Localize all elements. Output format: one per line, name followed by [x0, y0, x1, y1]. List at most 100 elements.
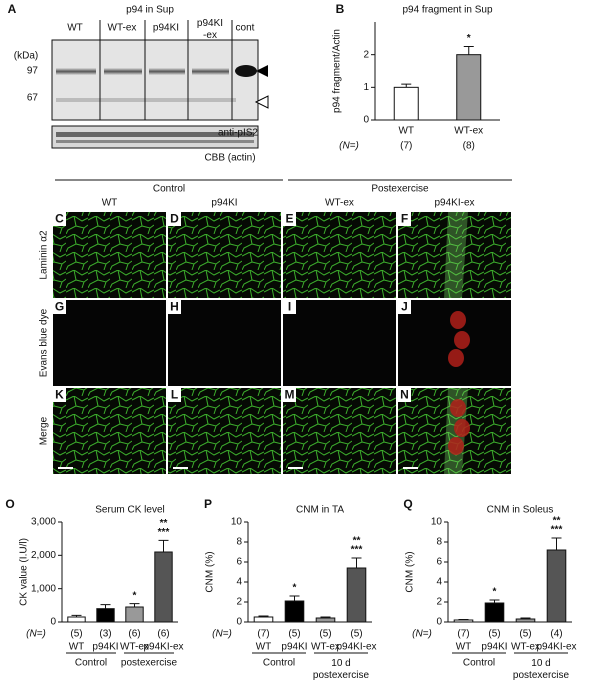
group-label: Control — [263, 658, 295, 669]
n-label: (N=) — [212, 629, 232, 640]
bar — [456, 54, 482, 121]
y-tick-label: 2 — [363, 49, 369, 60]
n-label: (N=) — [26, 629, 46, 640]
n-value: (4) — [550, 629, 562, 640]
row-label: Evans blue dye — [39, 308, 50, 377]
error-bar — [458, 619, 469, 620]
y-tick-label: 0 — [436, 617, 442, 628]
panel-letter: C — [55, 212, 64, 226]
letter-box — [398, 388, 411, 402]
bar — [67, 616, 86, 623]
panel-letter: G — [55, 300, 64, 314]
x-tick-label: WT-ex — [311, 642, 340, 653]
y-tick-label: 10 — [431, 517, 443, 528]
dye-area — [454, 331, 470, 349]
y-tick-label: 0 — [363, 115, 369, 126]
y-tick-label: 6 — [436, 557, 442, 568]
panel-letter: N — [400, 388, 409, 402]
micrograph — [283, 212, 396, 298]
micrograph — [53, 300, 166, 386]
n-value: (6) — [157, 629, 169, 640]
error-bar — [489, 599, 500, 603]
error-bar — [129, 603, 140, 607]
lane-label: WT — [67, 23, 83, 34]
dye-area — [448, 437, 464, 455]
panel-letter: K — [55, 388, 64, 402]
x-tick-label: p94KI-ex — [336, 642, 376, 653]
dye-area — [450, 311, 466, 329]
bar — [484, 602, 505, 623]
significance: *** — [158, 527, 170, 538]
panel-letter: Q — [403, 497, 412, 511]
significance: *** — [351, 545, 363, 556]
bar — [96, 608, 115, 623]
x-tick-label: WT-ex — [120, 642, 149, 653]
chart-title: p94 fragment in Sup — [402, 5, 492, 16]
bar — [515, 618, 536, 623]
marker-label: 97 — [27, 66, 39, 77]
y-tick-label: 8 — [436, 537, 442, 548]
panel-letter: D — [170, 212, 179, 226]
y-tick-label: 1 — [363, 82, 369, 93]
y-axis-label: p94 fragment/Actin — [332, 29, 343, 113]
panel-letter: A — [8, 2, 17, 16]
y-tick-label: 4 — [236, 577, 242, 588]
chart-title: Serum CK level — [95, 505, 164, 516]
y-tick-label: 10 — [231, 517, 243, 528]
micrograph — [168, 300, 281, 386]
bar — [253, 616, 274, 623]
n-value: (5) — [70, 629, 82, 640]
error-bar — [551, 537, 562, 550]
letter-box — [398, 212, 411, 226]
panel-letter: L — [171, 388, 178, 402]
dye-area — [448, 349, 464, 367]
y-axis-label: CNM (%) — [205, 551, 216, 592]
letter-box — [283, 300, 296, 314]
n-value: (5) — [319, 629, 331, 640]
panel-letter: J — [401, 300, 408, 314]
micrograph — [53, 212, 166, 298]
letter-box — [168, 212, 181, 226]
significance: *** — [551, 525, 563, 536]
unit-label: (kDa) — [14, 51, 38, 62]
significance: * — [293, 583, 297, 594]
n-value: (7) — [400, 141, 412, 152]
bar — [346, 567, 367, 623]
column-label: WT-ex — [325, 198, 354, 209]
micrograph — [398, 212, 511, 298]
y-tick-label: 2,000 — [31, 550, 56, 561]
n-label: (N=) — [339, 141, 359, 152]
n-value: (7) — [457, 629, 469, 640]
lane-label: WT-ex — [108, 23, 137, 34]
group-label: 10 d postexercise — [513, 658, 570, 681]
n-label: (N=) — [412, 629, 432, 640]
significance: ** — [553, 516, 561, 527]
letter-box — [53, 300, 66, 314]
y-tick-label: 2 — [236, 597, 242, 608]
letter-box — [398, 300, 411, 314]
panel-letter: O — [5, 497, 14, 511]
n-value: (5) — [488, 629, 500, 640]
letter-box — [283, 212, 296, 226]
n-value: (5) — [519, 629, 531, 640]
panel-letter: B — [336, 2, 345, 16]
significance: * — [467, 33, 471, 44]
error-bar — [520, 617, 531, 619]
letter-box — [168, 300, 181, 314]
damaged-area — [444, 212, 468, 298]
n-value: (8) — [463, 141, 475, 152]
y-tick-label: 3,000 — [31, 517, 56, 528]
error-bar — [463, 46, 474, 55]
lane-label: p94KI -ex — [197, 18, 223, 41]
bar — [125, 606, 144, 623]
x-tick-label: WT — [398, 126, 414, 137]
x-tick-label: p94KI-ex — [536, 642, 576, 653]
micrograph — [168, 388, 281, 474]
n-value: (3) — [99, 629, 111, 640]
blot-title: p94 in Sup — [126, 5, 174, 16]
x-tick-label: WT-ex — [511, 642, 540, 653]
x-tick-label: WT — [69, 642, 85, 653]
error-bar — [158, 539, 169, 552]
bar — [453, 619, 474, 623]
